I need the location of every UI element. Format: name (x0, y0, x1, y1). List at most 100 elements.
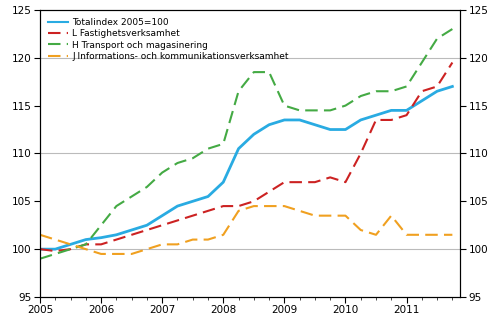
H Transport och magasinering (296, 108, 302, 112)
J Informations- och kommunikationsverksamhet (312, 214, 318, 218)
L Fastighetsverksamhet (251, 199, 257, 203)
J Informations- och kommunikationsverksamhet (373, 233, 379, 237)
H Transport och magasinering (388, 89, 394, 93)
Totalindex 2005=100 (388, 108, 394, 112)
L Fastighetsverksamhet (220, 204, 226, 208)
J Informations- och kommunikationsverksamhet (419, 233, 425, 237)
H Transport och magasinering (52, 252, 59, 256)
L Fastighetsverksamhet (266, 190, 272, 194)
H Transport och magasinering (220, 142, 226, 146)
L Fastighetsverksamhet (190, 214, 196, 218)
H Transport och magasinering (266, 70, 272, 74)
Totalindex 2005=100 (220, 180, 226, 184)
H Transport och magasinering (327, 108, 333, 112)
J Informations- och kommunikationsverksamhet (388, 214, 394, 218)
H Transport och magasinering (312, 108, 318, 112)
L Fastighetsverksamhet (174, 218, 180, 222)
H Transport och magasinering (251, 70, 257, 74)
H Transport och magasinering (68, 247, 73, 251)
J Informations- och kommunikationsverksamhet (327, 214, 333, 218)
Totalindex 2005=100 (419, 99, 425, 103)
H Transport och magasinering (282, 104, 288, 108)
L Fastighetsverksamhet (296, 180, 302, 184)
Totalindex 2005=100 (251, 132, 257, 136)
Totalindex 2005=100 (450, 84, 456, 88)
Totalindex 2005=100 (282, 118, 288, 122)
J Informations- och kommunikationsverksamhet (190, 238, 196, 242)
H Transport och magasinering (190, 156, 196, 160)
L Fastighetsverksamhet (404, 113, 409, 117)
L Fastighetsverksamhet (68, 247, 73, 251)
H Transport och magasinering (419, 61, 425, 65)
Totalindex 2005=100 (52, 247, 59, 251)
L Fastighetsverksamhet (419, 89, 425, 93)
Totalindex 2005=100 (68, 242, 73, 246)
L Fastighetsverksamhet (434, 84, 440, 88)
Totalindex 2005=100 (114, 233, 119, 237)
Totalindex 2005=100 (327, 128, 333, 132)
Legend: Totalindex 2005=100, L Fastighetsverksamhet, H Transport och magasinering, J Inf: Totalindex 2005=100, L Fastighetsverksam… (44, 15, 292, 64)
H Transport och magasinering (342, 104, 348, 108)
J Informations- och kommunikationsverksamhet (205, 238, 211, 242)
L Fastighetsverksamhet (52, 249, 59, 253)
Totalindex 2005=100 (373, 113, 379, 117)
Totalindex 2005=100 (174, 204, 180, 208)
H Transport och magasinering (373, 89, 379, 93)
L Fastighetsverksamhet (450, 61, 456, 65)
J Informations- och kommunikationsverksamhet (342, 214, 348, 218)
L Fastighetsverksamhet (144, 228, 150, 232)
J Informations- och kommunikationsverksamhet (450, 233, 456, 237)
J Informations- och kommunikationsverksamhet (220, 233, 226, 237)
Totalindex 2005=100 (128, 228, 134, 232)
L Fastighetsverksamhet (358, 151, 364, 155)
J Informations- och kommunikationsverksamhet (83, 247, 89, 251)
Totalindex 2005=100 (404, 108, 409, 112)
Totalindex 2005=100 (37, 247, 43, 251)
Totalindex 2005=100 (205, 194, 211, 198)
L Fastighetsverksamhet (282, 180, 288, 184)
J Informations- och kommunikationsverksamhet (98, 252, 104, 256)
J Informations- och kommunikationsverksamhet (37, 233, 43, 237)
J Informations- och kommunikationsverksamhet (251, 204, 257, 208)
Totalindex 2005=100 (159, 214, 165, 218)
H Transport och magasinering (450, 27, 456, 31)
Line: L Fastighetsverksamhet: L Fastighetsverksamhet (40, 63, 453, 251)
H Transport och magasinering (358, 94, 364, 98)
Totalindex 2005=100 (98, 236, 104, 240)
L Fastighetsverksamhet (205, 209, 211, 213)
Totalindex 2005=100 (144, 223, 150, 227)
H Transport och magasinering (83, 242, 89, 246)
H Transport och magasinering (144, 185, 150, 189)
L Fastighetsverksamhet (236, 204, 242, 208)
H Transport och magasinering (159, 171, 165, 175)
J Informations- och kommunikationsverksamhet (296, 209, 302, 213)
J Informations- och kommunikationsverksamhet (52, 238, 59, 242)
H Transport och magasinering (174, 161, 180, 165)
H Transport och magasinering (114, 204, 119, 208)
L Fastighetsverksamhet (83, 242, 89, 246)
J Informations- och kommunikationsverksamhet (144, 247, 150, 251)
Totalindex 2005=100 (358, 118, 364, 122)
L Fastighetsverksamhet (312, 180, 318, 184)
L Fastighetsverksamhet (342, 180, 348, 184)
H Transport och magasinering (205, 147, 211, 150)
J Informations- och kommunikationsverksamhet (266, 204, 272, 208)
Totalindex 2005=100 (83, 238, 89, 242)
L Fastighetsverksamhet (37, 247, 43, 251)
Totalindex 2005=100 (312, 123, 318, 127)
J Informations- och kommunikationsverksamhet (282, 204, 288, 208)
L Fastighetsverksamhet (128, 233, 134, 237)
L Fastighetsverksamhet (327, 176, 333, 180)
H Transport och magasinering (434, 37, 440, 41)
Totalindex 2005=100 (296, 118, 302, 122)
J Informations- och kommunikationsverksamhet (68, 242, 73, 246)
H Transport och magasinering (37, 257, 43, 261)
H Transport och magasinering (236, 89, 242, 93)
L Fastighetsverksamhet (159, 223, 165, 227)
Line: Totalindex 2005=100: Totalindex 2005=100 (40, 86, 453, 249)
H Transport och magasinering (128, 194, 134, 198)
J Informations- och kommunikationsverksamhet (404, 233, 409, 237)
J Informations- och kommunikationsverksamhet (236, 209, 242, 213)
Totalindex 2005=100 (266, 123, 272, 127)
H Transport och magasinering (98, 223, 104, 227)
